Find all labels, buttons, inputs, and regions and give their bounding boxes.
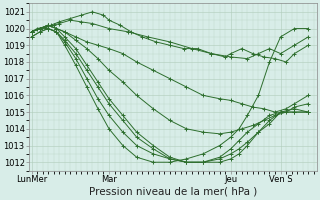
X-axis label: Pression niveau de la mer( hPa ): Pression niveau de la mer( hPa ) bbox=[89, 187, 257, 197]
